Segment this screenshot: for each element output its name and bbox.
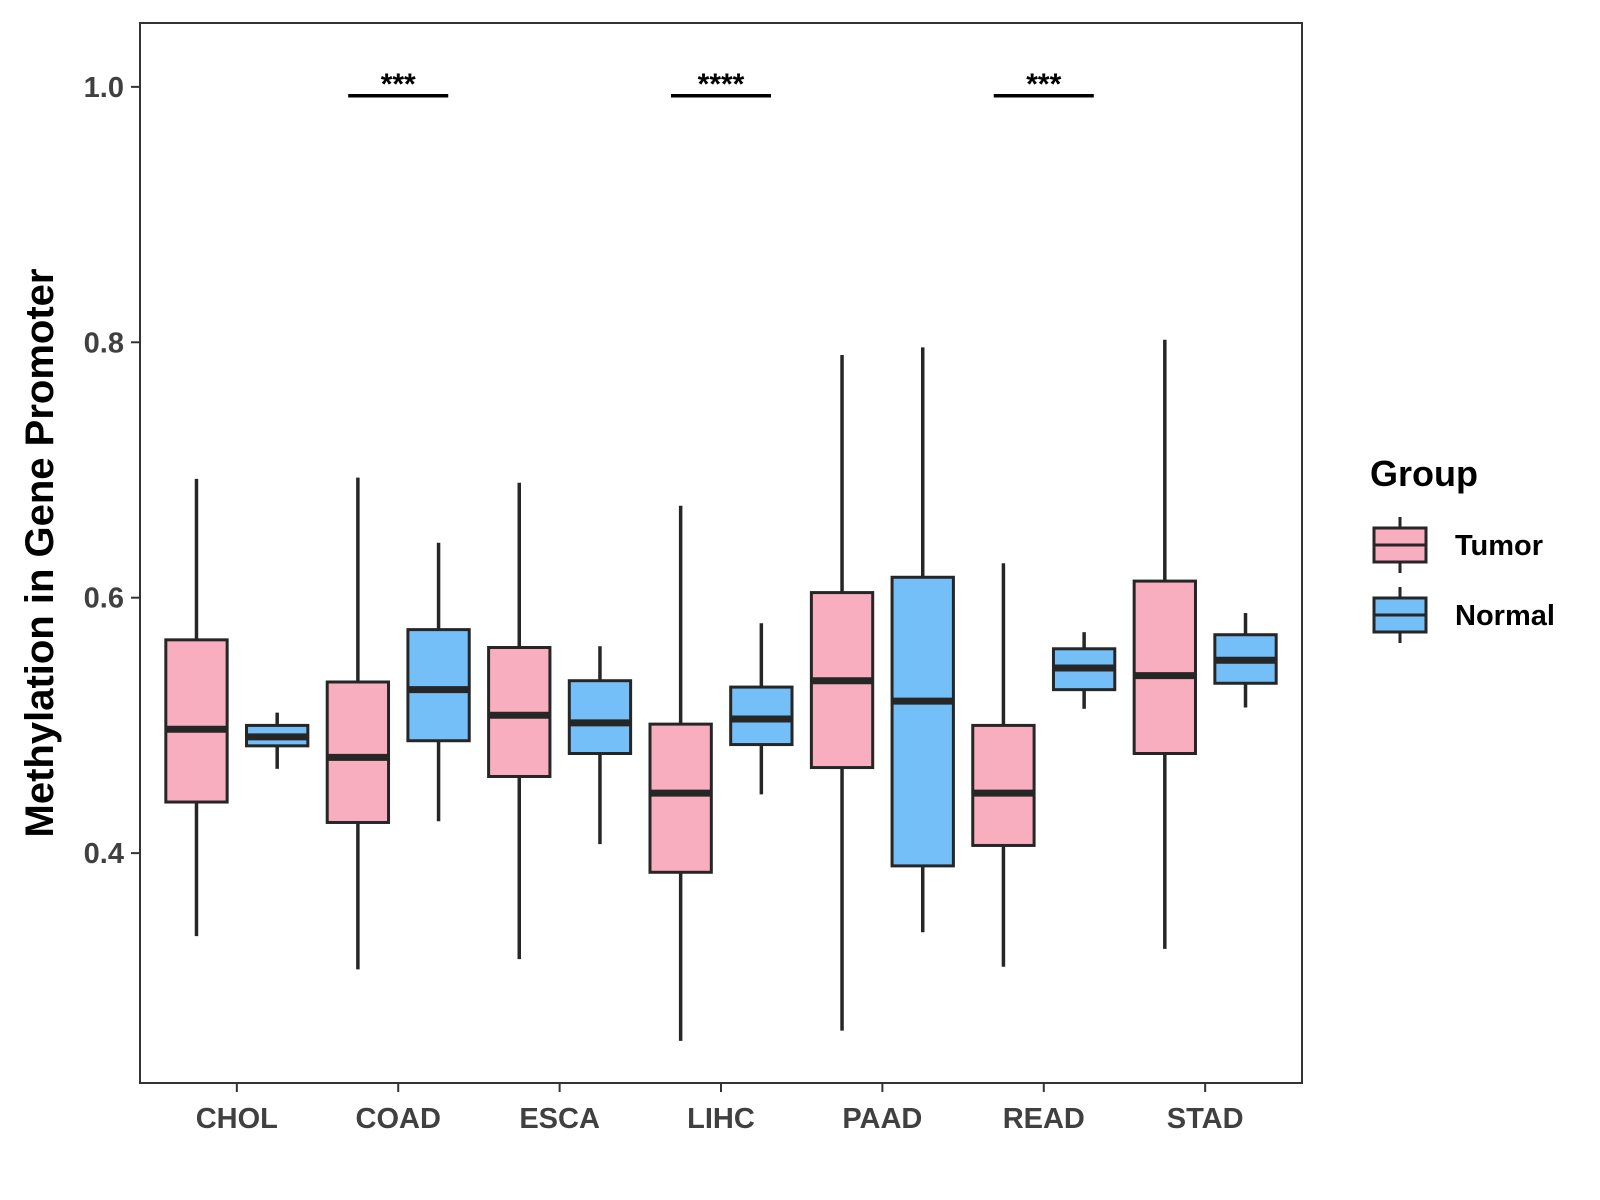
box-body: [567, 679, 633, 756]
legend-item-tumor: Tumor: [1372, 517, 1543, 573]
x-tick-label: CHOL: [196, 1103, 278, 1135]
significance-label: ***: [381, 68, 416, 101]
box-body: [325, 680, 391, 824]
x-axis: CHOL COAD ESCA LIHC PAAD READ STAD: [196, 1083, 1244, 1135]
y-tick-label: 0.6: [84, 583, 124, 615]
x-tick-label: ESCA: [519, 1103, 600, 1135]
plot-panel: [139, 22, 1303, 1084]
significance-coad: ***: [348, 68, 449, 101]
box-tumor-coad: [325, 477, 391, 970]
box-tumor-read: [971, 563, 1036, 967]
y-axis-title: Methylation in Gene Promoter: [18, 269, 62, 838]
significance-label: ****: [698, 68, 745, 101]
box-tumor-paad: [809, 355, 875, 1031]
box-normal-coad: [406, 542, 471, 822]
legend-item-normal: Normal: [1372, 587, 1555, 643]
box-body: [648, 722, 713, 874]
x-tick-label: PAAD: [842, 1103, 922, 1135]
box-body: [971, 723, 1036, 847]
box-body: [406, 628, 471, 743]
legend-label: Tumor: [1455, 530, 1543, 562]
boxes-layer: [164, 339, 1278, 1041]
significance-label: ***: [1026, 68, 1061, 101]
x-tick-label: LIHC: [687, 1103, 755, 1135]
y-tick-label: 0.8: [84, 327, 124, 359]
y-tick-label: 0.4: [84, 838, 124, 870]
y-tick-label: 1.0: [84, 72, 124, 104]
box-normal-read: [1051, 632, 1117, 709]
legend: Group Tumor Normal: [1370, 453, 1555, 643]
box-body: [1132, 579, 1197, 756]
box-normal-esca: [567, 646, 633, 845]
box-tumor-esca: [487, 482, 552, 960]
box-tumor-chol: [164, 478, 229, 937]
legend-label: Normal: [1455, 600, 1555, 632]
x-tick-label: READ: [1003, 1103, 1085, 1135]
x-tick-label: STAD: [1167, 1103, 1244, 1135]
box-tumor-lihc: [648, 505, 713, 1041]
significance-lihc: ****: [670, 68, 772, 101]
y-axis: 0.4 0.6 0.8 1.0: [84, 72, 140, 870]
box-normal-stad: [1213, 613, 1278, 708]
legend-items: Tumor Normal: [1372, 517, 1555, 643]
box-normal-lihc: [729, 623, 794, 795]
significance-layer: *** **** ***: [348, 68, 1094, 101]
box-tumor-stad: [1132, 339, 1197, 949]
box-body: [164, 638, 229, 804]
box-body: [890, 575, 955, 868]
significance-read: ***: [993, 68, 1094, 101]
x-tick-label: COAD: [356, 1103, 441, 1135]
box-normal-chol: [245, 712, 310, 769]
legend-title: Group: [1370, 453, 1478, 494]
box-normal-paad: [890, 347, 955, 933]
